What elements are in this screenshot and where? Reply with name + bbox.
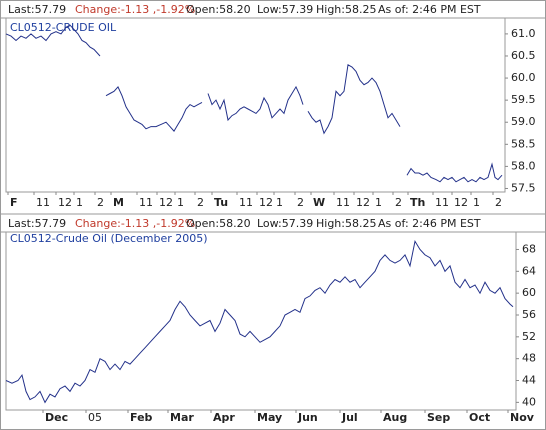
x-tick-label: 2 — [395, 196, 402, 209]
x-tick-label: 1 — [276, 196, 283, 209]
x-tick-label: 1 — [76, 196, 83, 209]
y-tick-label: 44 — [522, 374, 536, 387]
y-tick-label: 64 — [522, 264, 536, 277]
header-item: Low:57.39 — [257, 3, 313, 16]
y-tick-label: 60.0 — [511, 71, 536, 84]
header-item: Last:57.79 — [8, 217, 66, 230]
header-item: Open:58.20 — [186, 3, 251, 16]
header-item: As of: 2:46 PM EST — [378, 3, 481, 16]
x-tick-label: 11 — [139, 196, 153, 209]
y-tick-label: 52 — [522, 330, 536, 343]
price-line — [5, 24, 503, 183]
x-tick-label: 12 — [356, 196, 370, 209]
y-tick-label: 57.5 — [511, 181, 536, 194]
x-tick-label: 11 — [435, 196, 449, 209]
x-tick-label: 05 — [88, 411, 102, 424]
y-tick-label: 40 — [522, 395, 536, 408]
x-tick-label: 2 — [97, 196, 104, 209]
x-tick-label: Jul — [341, 411, 358, 424]
y-tick-label: 58.0 — [511, 159, 536, 172]
x-tick-label: 11 — [36, 196, 50, 209]
y-tick-label: 59.0 — [511, 115, 536, 128]
x-tick-label: Aug — [383, 411, 407, 424]
header-item: As of: 2:46 PM EST — [378, 217, 481, 230]
x-tick-label: Nov — [510, 411, 535, 424]
y-tick-label: 68 — [522, 242, 536, 255]
x-tick-label: 12 — [259, 196, 273, 209]
y-tick-label: 59.5 — [511, 93, 536, 106]
header-item: Open:58.20 — [186, 217, 251, 230]
header-item: Change:-1.13 ,-1.92% — [75, 217, 195, 230]
chart-title: CL0512-Crude Oil (December 2005) — [10, 232, 208, 245]
x-tick-label: Mar — [170, 411, 194, 424]
x-tick-label: 12 — [58, 196, 72, 209]
x-tick-label: Apr — [213, 411, 235, 424]
x-tick-label: 11 — [336, 196, 350, 209]
x-tick-label: Sep — [427, 411, 450, 424]
price-line — [5, 239, 514, 404]
x-tick-label: F — [10, 196, 18, 209]
chart-title: CL0512-CRUDE OIL — [10, 21, 117, 34]
x-tick-label: Th — [410, 196, 425, 209]
x-tick-label: 1 — [177, 196, 184, 209]
y-tick-label: 61.0 — [511, 27, 536, 40]
y-tick-label: 48 — [522, 352, 536, 365]
header-item: Last:57.79 — [8, 3, 66, 16]
x-tick-label: May — [257, 411, 282, 424]
y-tick-label: 60.5 — [511, 49, 536, 62]
plot-frame — [5, 17, 506, 193]
x-tick-label: 12 — [159, 196, 173, 209]
x-tick-label: 2 — [495, 196, 502, 209]
x-tick-label: W — [313, 196, 325, 209]
header-item: High:58.25 — [316, 217, 376, 230]
x-tick-label: Feb — [130, 411, 153, 424]
header-item: Low:57.39 — [257, 217, 313, 230]
x-tick-label: Tu — [214, 196, 228, 209]
y-tick-label: 58.5 — [511, 137, 536, 150]
y-tick-label: 56 — [522, 308, 536, 321]
plot-frame — [5, 231, 517, 411]
x-tick-label: 12 — [454, 196, 468, 209]
header-item: High:58.25 — [316, 3, 376, 16]
x-tick-label: 1 — [375, 196, 382, 209]
x-tick-label: Jun — [297, 411, 318, 424]
x-tick-label: 1 — [473, 196, 480, 209]
header-item: Change:-1.13 ,-1.92% — [75, 3, 195, 16]
x-tick-label: 2 — [197, 196, 204, 209]
x-tick-label: M — [113, 196, 124, 209]
x-tick-label: 11 — [239, 196, 253, 209]
x-tick-label: 2 — [297, 196, 304, 209]
x-tick-label: Dec — [45, 411, 68, 424]
y-tick-label: 60 — [522, 286, 536, 299]
x-tick-label: Oct — [469, 411, 490, 424]
